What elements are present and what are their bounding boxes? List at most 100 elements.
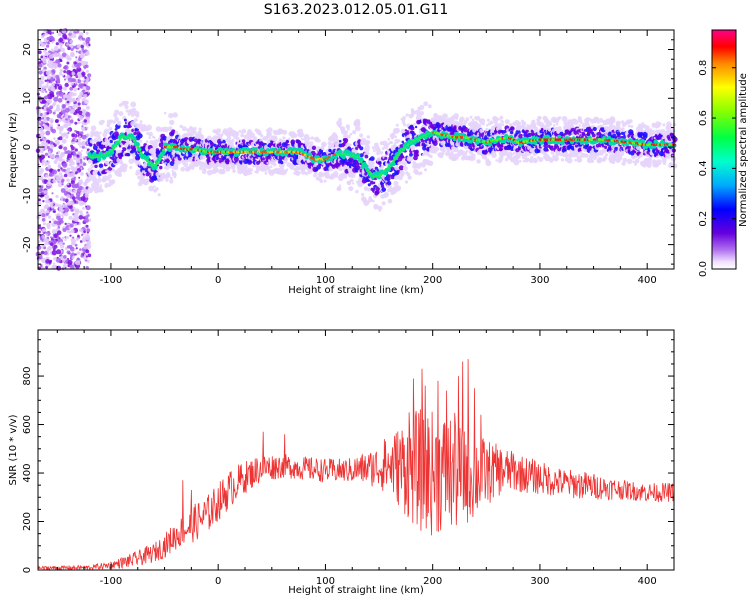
ridge-band (384, 156, 388, 160)
ridge-halo (359, 133, 364, 138)
ridge-band (166, 158, 170, 163)
ridge-halo (167, 126, 173, 132)
ridge-halo (555, 123, 559, 126)
noise-blob (66, 194, 71, 199)
noise-blob (54, 139, 60, 145)
ridge-halo (104, 182, 110, 188)
ridge-halo (269, 165, 273, 169)
noise-blob (60, 167, 63, 170)
noise-blob (72, 151, 77, 155)
noise-blob (87, 73, 92, 78)
noise-blob (42, 56, 47, 61)
noise-blob (83, 230, 86, 233)
noise-blob (82, 42, 87, 46)
noise-blob (63, 65, 69, 70)
noise-blob (39, 236, 43, 239)
ridge-band (381, 187, 387, 192)
noise-blob (80, 44, 85, 49)
noise-blob (66, 230, 70, 233)
ridge-halo (566, 157, 573, 164)
noise-blob (70, 228, 75, 234)
noise-blob (81, 126, 86, 131)
noise-blob (42, 85, 47, 90)
noise-blob (68, 244, 73, 249)
ridge-halo (519, 159, 522, 163)
noise-blob (49, 202, 54, 207)
ridge-halo (404, 180, 409, 184)
ridge-halo (220, 168, 226, 175)
ridge-halo (371, 161, 375, 166)
noise-blob (71, 33, 77, 39)
noise-blob (55, 203, 59, 207)
noise-blob (78, 176, 81, 179)
ridge-halo (513, 151, 516, 155)
noise-blob (83, 119, 88, 123)
noise-blob (78, 200, 84, 206)
noise-blob (43, 246, 47, 250)
noise-blob (85, 156, 88, 159)
noise-blob (66, 250, 71, 255)
ridge-halo (394, 127, 400, 133)
noise-blob (53, 244, 58, 249)
noise-blob (63, 173, 68, 178)
ridge-halo (334, 135, 339, 139)
ridge-halo (149, 147, 155, 153)
ridge-halo (354, 125, 361, 132)
noise-blob (42, 222, 47, 226)
ridge-band (386, 181, 392, 186)
noise-blob (61, 180, 64, 183)
ridge-halo (310, 136, 314, 140)
noise-blob (86, 228, 91, 233)
noise-blob (53, 101, 57, 106)
noise-blob (65, 236, 69, 240)
ridge-halo (465, 117, 470, 121)
ridge-halo (469, 115, 473, 119)
noise-blob (58, 204, 62, 208)
noise-blob (77, 141, 82, 146)
noise-blob (46, 75, 51, 80)
noise-blob (45, 210, 50, 214)
ridge-halo (122, 163, 128, 169)
noise-blob (42, 137, 46, 141)
noise-blob (53, 46, 59, 51)
noise-blob (86, 240, 92, 246)
noise-blob (81, 142, 86, 147)
ridge-halo (620, 127, 625, 132)
noise-blob (70, 208, 74, 212)
ridge-band (416, 154, 420, 157)
noise-blob (64, 82, 69, 88)
noise-blob (60, 152, 65, 156)
ridge-halo (234, 131, 240, 137)
noise-blob (68, 215, 73, 220)
ridge-halo (88, 188, 94, 194)
ridge-halo (419, 171, 423, 175)
noise-blob (64, 113, 69, 118)
ridge-halo (338, 184, 342, 187)
ridge-band (169, 138, 174, 143)
noise-blob (41, 163, 44, 166)
noise-blob (48, 69, 52, 73)
noise-blob (46, 81, 50, 85)
noise-blob (52, 210, 55, 213)
ridge-halo (178, 135, 182, 139)
noise-blob (59, 126, 64, 130)
noise-blob (82, 189, 85, 192)
ridge-halo (395, 185, 402, 191)
noise-blob (88, 43, 91, 47)
noise-blob (55, 119, 59, 123)
noise-blob (49, 153, 55, 159)
noise-blob (72, 217, 76, 221)
noise-blob (79, 210, 83, 214)
noise-blob (51, 128, 57, 134)
ridge-halo (402, 158, 406, 161)
noise-blob (69, 234, 72, 237)
ridge-halo (513, 159, 520, 166)
noise-blob (65, 134, 69, 138)
noise-blob (74, 253, 77, 256)
ridge-halo (372, 200, 375, 203)
ridge-halo (163, 111, 167, 115)
ridge-band (375, 190, 380, 195)
noise-blob (70, 47, 74, 52)
ridge-band (614, 146, 619, 151)
noise-blob (80, 172, 84, 176)
